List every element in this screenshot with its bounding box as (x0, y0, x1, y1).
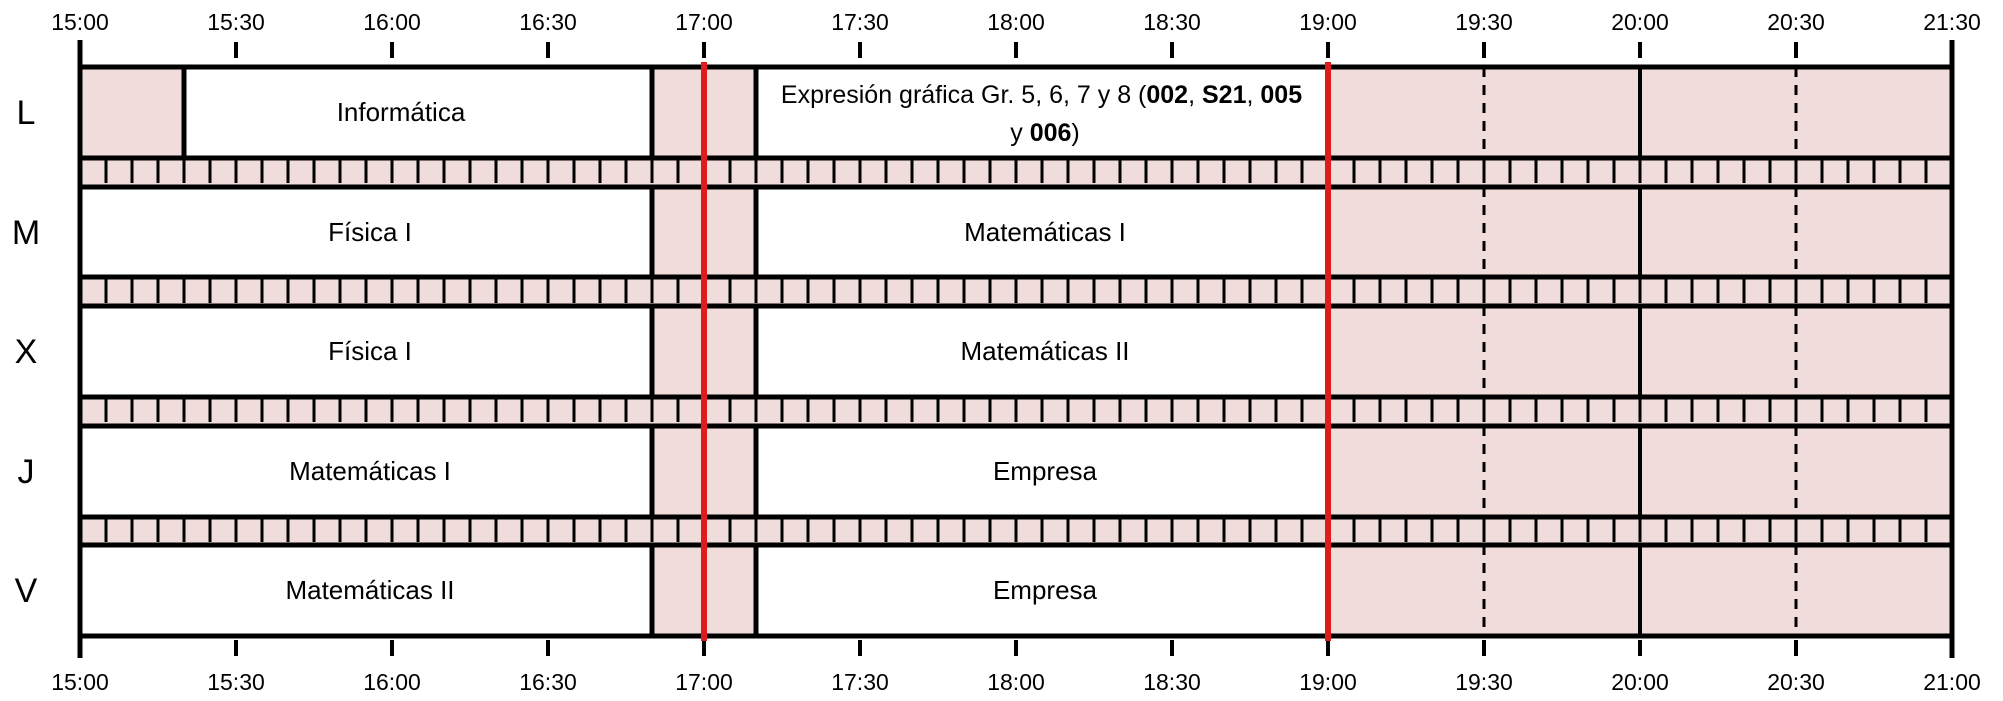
time-label-top: 21:30 (1923, 9, 1981, 35)
time-label-top: 17:00 (675, 9, 733, 35)
class-label-matematicas-ii: Matemáticas II (285, 575, 454, 605)
time-label-bottom: 21:00 (1923, 669, 1981, 695)
class-label-matematicas-i: Matemáticas I (964, 217, 1126, 247)
time-label-bottom: 15:30 (207, 669, 265, 695)
time-label-top: 18:00 (987, 9, 1045, 35)
time-label-bottom: 20:30 (1767, 669, 1825, 695)
time-label-bottom: 19:30 (1455, 669, 1513, 695)
time-label-bottom: 20:00 (1611, 669, 1669, 695)
time-label-top: 19:00 (1299, 9, 1357, 35)
class-cell (184, 67, 652, 158)
class-label-fisica-i: Física I (328, 217, 412, 247)
time-label-top: 20:30 (1767, 9, 1825, 35)
time-label-bottom: 17:00 (675, 669, 733, 695)
class-label-expresion-grafica: Expresión gráfica Gr. 5, 6, 7 y 8 (002, … (781, 81, 1309, 147)
class-cell (80, 306, 652, 397)
class-cell (80, 545, 652, 636)
class-cell (80, 426, 652, 517)
time-label-bottom: 19:00 (1299, 669, 1357, 695)
class-cell (756, 426, 1328, 517)
time-label-top: 15:00 (51, 9, 109, 35)
class-cell (756, 67, 1328, 158)
class-label-fisica-i: Física I (328, 336, 412, 366)
class-label-matematicas-ii: Matemáticas II (960, 336, 1129, 366)
time-label-top: 19:30 (1455, 9, 1513, 35)
time-label-top: 16:30 (519, 9, 577, 35)
time-label-bottom: 18:30 (1143, 669, 1201, 695)
time-label-top: 20:00 (1611, 9, 1669, 35)
class-cell (80, 187, 652, 277)
time-label-top: 15:30 (207, 9, 265, 35)
class-label-empresa: Empresa (993, 575, 1098, 605)
time-label-bottom: 17:30 (831, 669, 889, 695)
time-label-bottom: 16:30 (519, 669, 577, 695)
time-label-top: 16:00 (363, 9, 421, 35)
class-label-matematicas-i: Matemáticas I (289, 456, 451, 486)
day-label-jueves: J (18, 453, 35, 491)
day-label-viernes: V (15, 572, 38, 610)
time-label-bottom: 15:00 (51, 669, 109, 695)
day-label-lunes: L (17, 94, 36, 132)
class-cell (756, 545, 1328, 636)
time-label-top: 18:30 (1143, 9, 1201, 35)
time-label-bottom: 16:00 (363, 669, 421, 695)
day-label-miercoles: X (15, 333, 38, 371)
class-cell (756, 187, 1328, 277)
day-label-martes: M (12, 214, 40, 252)
class-label-empresa: Empresa (993, 456, 1098, 486)
time-label-top: 17:30 (831, 9, 889, 35)
time-label-bottom: 18:00 (987, 669, 1045, 695)
class-cell (756, 306, 1328, 397)
class-label-informatica: Informática (337, 97, 466, 127)
